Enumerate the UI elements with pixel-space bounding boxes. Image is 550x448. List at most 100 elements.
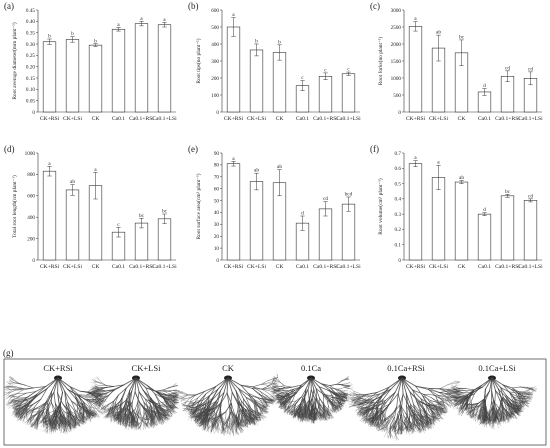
y-tick-label: 0: [216, 258, 219, 264]
bar-Ca0.1+LSi: [157, 218, 172, 261]
significance-letter: ab: [277, 164, 282, 170]
significance-letter: a: [232, 156, 235, 162]
root-system-images: [4, 373, 538, 441]
significance-letter: cd: [323, 196, 328, 202]
chart-panel-3: (c) 0 500 1000 1500 2000 2500 3000 Root forks(no…: [370, 1, 543, 122]
root-system-1: [4, 375, 108, 435]
bar-Ca0.1+RSi: [318, 76, 333, 113]
bar-CK+LSi: [65, 39, 80, 113]
category-label: Ca0.1+LSi: [152, 116, 177, 122]
category-label: Ca0.1: [112, 116, 125, 122]
category-label: Ca0.1: [296, 264, 309, 270]
y-tick-label: 0.25: [26, 53, 35, 59]
panel-tag: (a): [4, 1, 14, 11]
category-label: Ca0.1+RSi: [129, 264, 154, 270]
significance-letter: ab: [459, 175, 464, 181]
significance-letter: cd: [528, 193, 533, 199]
category-label: CK: [458, 116, 466, 122]
significance-letter: b: [48, 34, 51, 40]
y-tick-label: 0: [398, 110, 401, 116]
panel-tag: (c): [370, 1, 380, 11]
y-tick-label: 0: [32, 258, 35, 264]
category-label: CK+LSi: [429, 264, 448, 270]
chart-panel-2: (b) 0 100 200 300 400 500 600 Root tips(no plant…: [188, 1, 361, 122]
category-label: Ca0.1+LSi: [518, 264, 543, 270]
category-label: CK: [276, 116, 284, 122]
significance-letter: a: [414, 16, 417, 22]
significance-letter: a: [437, 160, 440, 166]
bar-CK+RSi: [408, 163, 423, 261]
y-tick-label: 2000: [391, 42, 402, 48]
y-tick-label: 2500: [391, 25, 402, 31]
y-tick-label: 0.30: [26, 42, 35, 48]
y-tick-label: 0.40: [26, 19, 35, 25]
y-tick-label: 0.6: [395, 166, 402, 172]
category-label: CK+LSi: [63, 264, 82, 270]
y-tick-label: 0.3: [395, 212, 402, 218]
roots-frame: [3, 358, 547, 446]
y-tick-label: 60: [214, 186, 220, 192]
significance-letter: a: [232, 12, 235, 18]
significance-letter: a: [94, 167, 97, 173]
significance-letter: b: [71, 31, 74, 37]
significance-letter: bcd: [345, 191, 353, 197]
bar-CK+LSi: [249, 49, 264, 113]
y-axis-label: Total root length(cm plant⁻¹): [11, 175, 18, 238]
panel-tag: (e): [188, 144, 198, 154]
significance-letter: a: [414, 155, 417, 161]
y-tick-label: 70: [214, 175, 220, 181]
chart-panel-6: (f) 0 0.1 0.2 0.3 0.4 0.5 0.6 0.7 Root volume(cm³…: [370, 144, 543, 270]
significance-letter: d: [301, 211, 304, 217]
significance-letter: b: [255, 39, 258, 45]
y-tick-label: 0.45: [26, 8, 35, 14]
bar-CK+RSi: [226, 26, 241, 113]
root-system-3: [176, 375, 281, 436]
y-tick-label: 0.1: [395, 243, 402, 249]
significance-letter: bc: [459, 34, 465, 40]
root-label-5: 0.1Ca+RSi: [387, 363, 425, 373]
bar-Ca0.1+RSi: [318, 208, 333, 261]
y-tick-label: 800: [27, 172, 35, 178]
bar-Ca0.1+RSi: [134, 23, 149, 113]
y-tick-label: 0.5: [395, 181, 402, 187]
root-system-4: [270, 373, 354, 424]
category-label: CK+RSi: [224, 264, 244, 270]
bar-CK+LSi: [249, 181, 264, 261]
y-tick-label: 90: [214, 151, 220, 157]
chart-panel-5: (e) 0 10 20 30 40 50 60 70 80 90 Root surface area(…: [188, 144, 361, 270]
bar-Ca0.1+LSi: [341, 73, 356, 113]
significance-letter: b: [278, 39, 281, 45]
y-tick-label: 100: [211, 93, 219, 99]
y-tick-label: 0.7: [395, 151, 402, 157]
roots-panel: (g) CK+RSi CK+LSi CK 0.1Ca 0.1Ca+RSi 0.1…: [3, 348, 547, 446]
y-tick-label: 1000: [391, 76, 402, 82]
root-label-3: CK: [222, 363, 235, 373]
category-label: CK+RSi: [406, 116, 426, 122]
y-tick-label: 0.15: [26, 76, 35, 82]
category-label: CK+RSi: [224, 116, 244, 122]
category-label: Ca0.1+LSi: [336, 264, 361, 270]
significance-letter: b: [94, 38, 97, 44]
panel-tag: (d): [4, 144, 15, 154]
chart-panel-1: (a) 0 0.05 0.10 0.15 0.20 0.25 0.30 0.35 0.40 0.45…: [4, 1, 177, 122]
y-tick-label: 0.4: [395, 197, 402, 203]
bar-CK+LSi: [65, 189, 80, 261]
significance-letter: bc: [505, 189, 511, 195]
y-tick-label: 0.10: [26, 87, 35, 93]
root-system-5: [348, 375, 462, 441]
significance-letter: c: [347, 67, 350, 73]
y-tick-label: 500: [393, 93, 401, 99]
significance-letter: c: [117, 222, 120, 228]
category-label: CK: [92, 116, 100, 122]
bar-Ca0.1: [477, 213, 492, 261]
significance-letter: c: [301, 75, 304, 81]
y-axis-label: Root volume(cm³ plant⁻¹): [377, 178, 384, 235]
y-tick-label: 30: [214, 222, 220, 228]
y-tick-label: 0.20: [26, 64, 35, 70]
y-axis-label: Root surface area(cm² plant⁻¹): [195, 173, 202, 239]
category-label: Ca0.1: [478, 116, 491, 122]
significance-letter: a: [48, 161, 51, 167]
y-tick-label: 300: [211, 59, 219, 65]
bar-CK: [454, 181, 469, 261]
